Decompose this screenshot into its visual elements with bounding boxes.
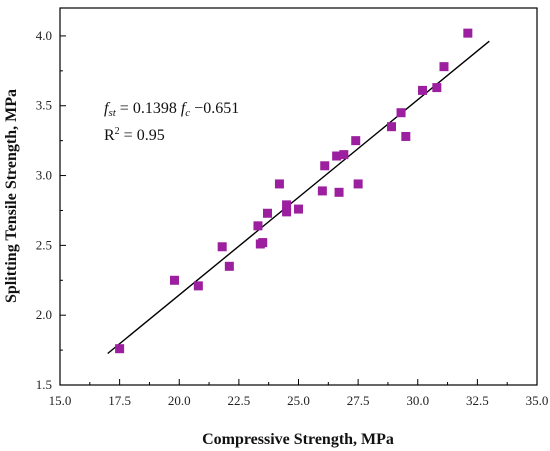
data-point bbox=[169, 275, 179, 285]
eq-tail: −0.651 bbox=[190, 100, 239, 117]
data-point bbox=[320, 161, 330, 171]
eq-f-symbol-2: f bbox=[181, 100, 188, 117]
data-point bbox=[334, 187, 344, 197]
data-point bbox=[401, 131, 411, 141]
eq-f-symbol: f bbox=[104, 100, 111, 117]
data-point bbox=[294, 204, 303, 214]
x-tick-labels: 15.0 17.5 20.0 22.5 25.0 27.5 30.0 32.5 35.0 bbox=[49, 393, 549, 408]
x-tick-label: 17.5 bbox=[108, 393, 131, 408]
y-tick-label: 3.5 bbox=[36, 98, 52, 113]
data-point bbox=[332, 151, 342, 161]
x-tick-label: 30.0 bbox=[406, 393, 429, 408]
data-point bbox=[432, 83, 442, 93]
data-point bbox=[217, 242, 227, 252]
eq-subscript-c: c bbox=[185, 107, 190, 119]
r-symbol: R bbox=[104, 127, 115, 144]
eq-subscript-st: st bbox=[108, 107, 116, 119]
x-tick-label: 25.0 bbox=[287, 393, 310, 408]
r-squared: R2 = 0.95 bbox=[104, 126, 165, 144]
data-point bbox=[396, 108, 406, 118]
y-tick-label: 3.0 bbox=[36, 168, 52, 183]
x-tick-label: 15.0 bbox=[49, 393, 72, 408]
fit-line-layer bbox=[107, 40, 490, 355]
x-tick-label: 20.0 bbox=[168, 393, 191, 408]
data-point bbox=[351, 136, 361, 146]
y-tick-labels: 1.5 2.0 2.5 3.0 3.5 4.0 bbox=[36, 28, 52, 392]
regression-equation: fst = 0.1398 fc −0.651 bbox=[104, 100, 239, 119]
data-point bbox=[387, 122, 397, 132]
y-tick-label: 2.5 bbox=[36, 237, 52, 252]
eq-middle: = 0.1398 bbox=[116, 100, 181, 117]
data-point bbox=[193, 281, 203, 291]
axis-ticks bbox=[59, 35, 538, 386]
y-tick-label: 2.0 bbox=[36, 307, 52, 322]
data-point bbox=[253, 221, 263, 231]
y-tick-label: 4.0 bbox=[36, 28, 52, 43]
x-tick-label: 27.5 bbox=[347, 393, 370, 408]
x-tick-label: 32.5 bbox=[466, 393, 489, 408]
x-tick-label: 35.0 bbox=[526, 393, 549, 408]
regression-line bbox=[107, 40, 490, 355]
data-point bbox=[463, 28, 473, 38]
data-point bbox=[115, 344, 125, 354]
data-point bbox=[262, 208, 272, 218]
data-point bbox=[317, 186, 327, 196]
r-value: = 0.95 bbox=[120, 127, 165, 144]
y-tick-label: 1.5 bbox=[36, 377, 52, 392]
data-point bbox=[353, 179, 363, 189]
data-point bbox=[258, 238, 268, 248]
x-tick-label: 22.5 bbox=[228, 393, 251, 408]
data-points bbox=[115, 28, 473, 354]
data-point bbox=[339, 150, 349, 160]
y-axis-title: Splitting Tensile Strength, MPa bbox=[3, 89, 20, 303]
data-point bbox=[282, 207, 292, 217]
data-point bbox=[418, 85, 428, 95]
data-point bbox=[224, 261, 234, 271]
data-point bbox=[282, 200, 292, 210]
data-point bbox=[439, 62, 449, 72]
r-exponent: 2 bbox=[115, 126, 120, 137]
plot-frame bbox=[59, 7, 538, 386]
x-axis-title: Compressive Strength, MPa bbox=[202, 431, 394, 448]
data-point bbox=[274, 179, 284, 189]
